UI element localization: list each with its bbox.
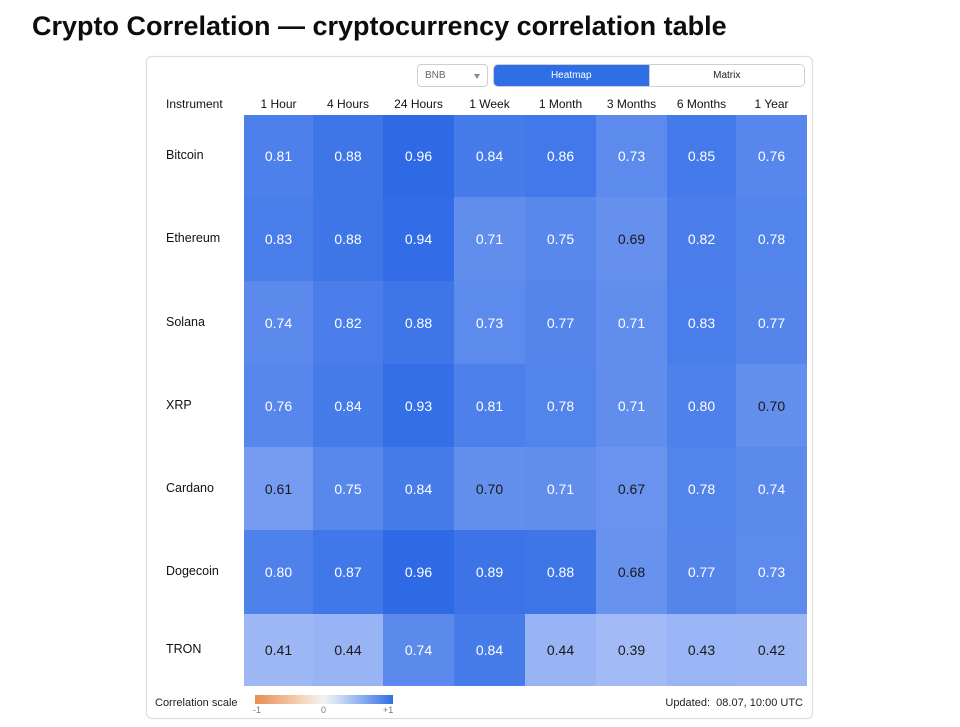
heatmap-cell[interactable]: 0.81 <box>454 364 525 447</box>
heatmap-cell[interactable]: 0.96 <box>383 115 454 197</box>
heatmap-view-button[interactable]: Heatmap <box>494 65 649 86</box>
heatmap-cell[interactable]: 0.74 <box>244 281 313 364</box>
heatmap-cell[interactable]: 0.73 <box>596 115 667 197</box>
heatmap-cell[interactable]: 0.71 <box>596 281 667 364</box>
row-label: Bitcoin <box>166 148 204 162</box>
correlation-scale-bar <box>255 695 393 704</box>
column-header: 24 Hours <box>394 97 443 111</box>
instrument-select[interactable]: BNB <box>417 64 488 87</box>
heatmap-cell[interactable]: 0.78 <box>736 197 807 281</box>
instrument-select-value: BNB <box>425 70 446 81</box>
heatmap-cell[interactable]: 0.39 <box>596 614 667 686</box>
heatmap-cell[interactable]: 0.84 <box>313 364 383 447</box>
heatmap-cell[interactable]: 0.93 <box>383 364 454 447</box>
scale-min-label: -1 <box>253 705 262 715</box>
instrument-column-header: Instrument <box>166 97 223 111</box>
heatmap-cell[interactable]: 0.69 <box>596 197 667 281</box>
heatmap-cell[interactable]: 0.76 <box>736 115 807 197</box>
heatmap-cell[interactable]: 0.76 <box>244 364 313 447</box>
heatmap-cell[interactable]: 0.85 <box>667 115 736 197</box>
updated-value: 08.07, 10:00 UTC <box>716 697 803 709</box>
column-header: 1 Hour <box>260 97 297 111</box>
heatmap-cell[interactable]: 0.83 <box>244 197 313 281</box>
scale-max-label: +1 <box>383 705 394 715</box>
heatmap-cell[interactable]: 0.84 <box>454 614 525 686</box>
heatmap-cell[interactable]: 0.75 <box>525 197 596 281</box>
scale-mid-label: 0 <box>321 705 327 715</box>
matrix-view-button[interactable]: Matrix <box>648 65 804 86</box>
heatmap-cell[interactable]: 0.75 <box>313 447 383 530</box>
heatmap-cell[interactable]: 0.81 <box>244 115 313 197</box>
row-label: XRP <box>166 397 192 412</box>
row-label: Cardano <box>166 480 214 495</box>
heatmap-cell[interactable]: 0.71 <box>596 364 667 447</box>
heatmap-cell[interactable]: 0.73 <box>454 281 525 364</box>
column-header: 1 Week <box>469 97 510 111</box>
chevron-down-icon <box>474 74 480 79</box>
heatmap-cell[interactable]: 0.70 <box>454 447 525 530</box>
heatmap-cell[interactable]: 0.74 <box>736 447 807 530</box>
heatmap-cell[interactable]: 0.61 <box>244 447 313 530</box>
row-label: Dogecoin <box>166 564 219 578</box>
heatmap-cell[interactable]: 0.42 <box>736 614 807 686</box>
heatmap-cell[interactable]: 0.78 <box>525 364 596 447</box>
heatmap-cell[interactable]: 0.74 <box>383 614 454 686</box>
heatmap-cell[interactable]: 0.43 <box>667 614 736 686</box>
heatmap-cell[interactable]: 0.88 <box>383 281 454 364</box>
heatmap-cell[interactable]: 0.71 <box>525 447 596 530</box>
column-header: 1 Month <box>538 97 583 111</box>
column-header: 4 Hours <box>326 97 370 111</box>
heatmap-cell[interactable]: 0.83 <box>667 281 736 364</box>
row-label: Ethereum <box>166 231 221 245</box>
heatmap-cell[interactable]: 0.86 <box>525 115 596 197</box>
column-header: 6 Months <box>676 97 727 111</box>
row-label: TRON <box>166 642 202 656</box>
view-toggle: Heatmap Matrix <box>493 64 805 87</box>
heatmap-cell[interactable]: 0.41 <box>244 614 313 686</box>
heatmap-cell[interactable]: 0.84 <box>454 115 525 197</box>
heatmap-cell[interactable]: 0.77 <box>525 281 596 364</box>
column-header: 3 Months <box>606 97 657 111</box>
heatmap-cell[interactable]: 0.44 <box>525 614 596 686</box>
heatmap-cell[interactable]: 0.80 <box>244 530 313 614</box>
updated-label: Updated: <box>665 697 711 709</box>
heatmap-grid: 0.81 0.88 0.96 0.84 0.86 0.73 0.85 0.76 0.83 0.88… <box>244 115 807 686</box>
heatmap-cell[interactable]: 0.77 <box>667 530 736 614</box>
heatmap-cell[interactable]: 0.73 <box>736 530 807 614</box>
page-title: Crypto Correlation — cryptocurrency corr… <box>32 11 727 41</box>
heatmap-cell[interactable]: 0.84 <box>383 447 454 530</box>
heatmap-cell[interactable]: 0.70 <box>736 364 807 447</box>
correlation-scale-label: Correlation scale <box>155 697 238 709</box>
heatmap-cell[interactable]: 0.78 <box>667 447 736 530</box>
heatmap-cell[interactable]: 0.96 <box>383 530 454 614</box>
heatmap-cell[interactable]: 0.71 <box>454 197 525 281</box>
heatmap-cell[interactable]: 0.89 <box>454 530 525 614</box>
heatmap-cell[interactable]: 0.68 <box>596 530 667 614</box>
heatmap-cell[interactable]: 0.77 <box>736 281 807 364</box>
heatmap-cell[interactable]: 0.88 <box>313 197 383 281</box>
heatmap-cell[interactable]: 0.82 <box>313 281 383 364</box>
heatmap-cell[interactable]: 0.87 <box>313 530 383 614</box>
heatmap-cell[interactable]: 0.82 <box>667 197 736 281</box>
column-header: 1 Year <box>754 97 789 111</box>
heatmap-cell[interactable]: 0.67 <box>596 447 667 530</box>
heatmap-cell[interactable]: 0.94 <box>383 197 454 281</box>
correlation-card: BNB Heatmap Matrix Instrument 1 Hour 4 Ho… <box>146 56 813 719</box>
heatmap-cell[interactable]: 0.88 <box>313 115 383 197</box>
row-label: Solana <box>166 314 205 329</box>
updated-timestamp: Updated: 08.07, 10:00 UTC <box>665 697 803 709</box>
heatmap-cell[interactable]: 0.80 <box>667 364 736 447</box>
heatmap-cell[interactable]: 0.88 <box>525 530 596 614</box>
heatmap-cell[interactable]: 0.44 <box>313 614 383 686</box>
